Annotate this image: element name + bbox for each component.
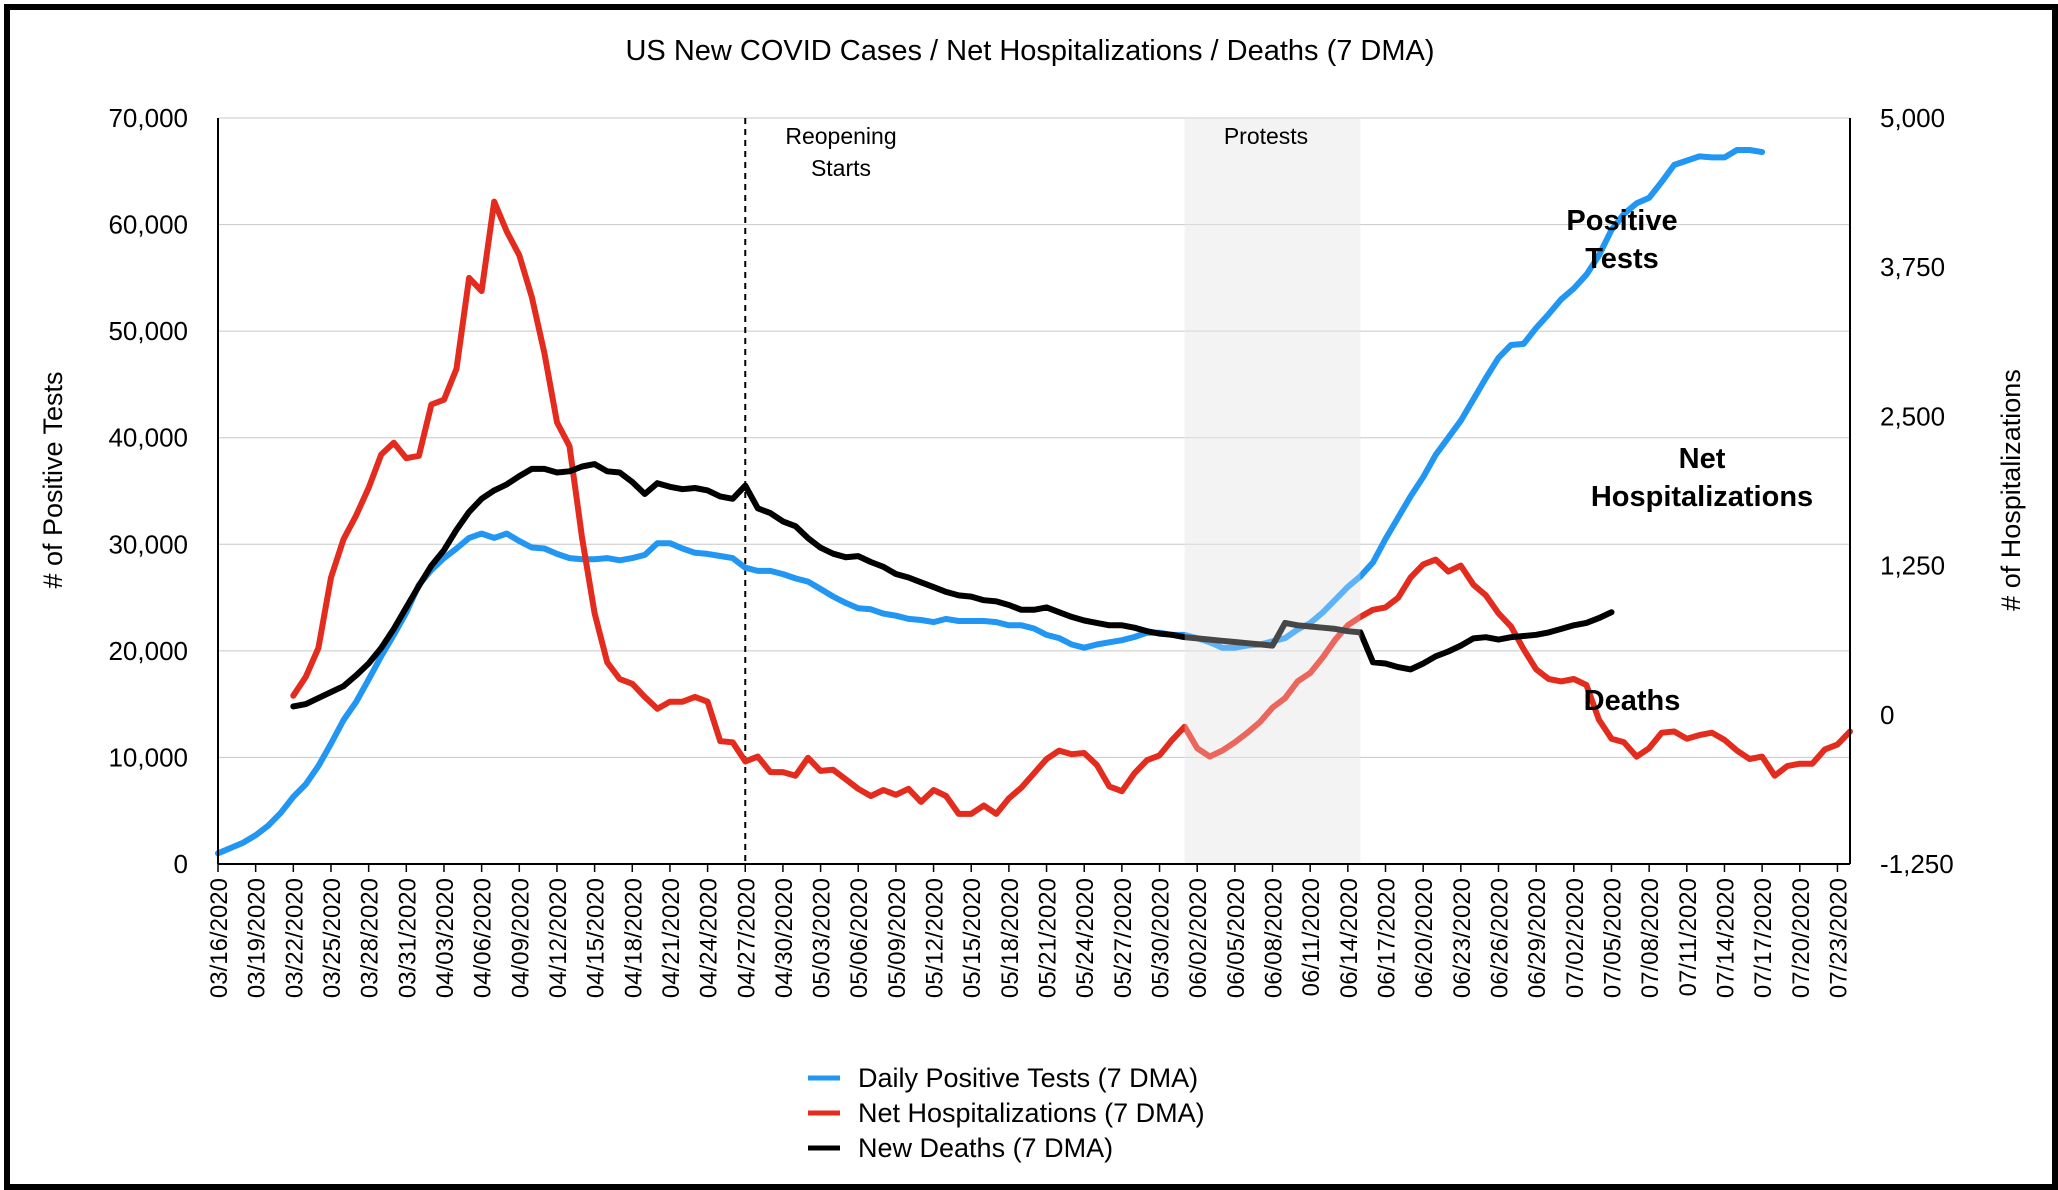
chart-title: US New COVID Cases / Net Hospitalization… (625, 35, 1434, 67)
x-tick-label: 04/30/2020 (771, 878, 798, 998)
x-tick-label: 06/20/2020 (1411, 878, 1438, 998)
series-lines (215, 118, 1853, 864)
x-tick-label: 06/17/2020 (1374, 878, 1401, 998)
x-tick-label: 05/03/2020 (809, 878, 836, 998)
reopening-label-line1: Reopening (785, 123, 896, 149)
right-tick-label: 1,250 (1880, 551, 1945, 581)
legend-label-hosp: Net Hospitalizations (7 DMA) (858, 1098, 1205, 1128)
x-tick-label: 04/15/2020 (583, 878, 610, 998)
x-tick-label: 05/18/2020 (997, 878, 1024, 998)
series-line-0 (215, 147, 1766, 857)
right-axis-label: # of Hospitalizations (1996, 369, 2026, 611)
x-tick-label: 03/31/2020 (394, 878, 421, 998)
right-tick-label: 0 (1880, 700, 1894, 730)
right-tick-label: 3,750 (1880, 252, 1945, 282)
x-tick-label: 05/15/2020 (959, 878, 986, 998)
x-tick-label: 03/16/2020 (206, 878, 233, 998)
net-hosp-label-line2: Hospitalizations (1591, 481, 1813, 513)
reopening-label-line2: Starts (811, 155, 871, 181)
x-tick-label: 06/05/2020 (1223, 878, 1250, 998)
left-tick-label: 60,000 (108, 210, 188, 240)
x-tick-label: 07/08/2020 (1637, 878, 1664, 998)
x-tick-label: 07/05/2020 (1599, 878, 1626, 998)
left-tick-label: 20,000 (108, 636, 188, 666)
right-tick-label: -1,250 (1880, 849, 1954, 879)
x-tick-label: 05/27/2020 (1110, 878, 1137, 998)
legend: Daily Positive Tests (7 DMA) Net Hospita… (808, 1063, 1205, 1163)
right-tick-label: 5,000 (1880, 103, 1945, 133)
x-tick-label: 04/09/2020 (507, 878, 534, 998)
x-tick-label: 07/02/2020 (1562, 878, 1589, 998)
left-tick-label: 30,000 (108, 529, 188, 559)
axes (217, 118, 1851, 865)
x-tick-label: 04/06/2020 (470, 878, 497, 998)
x-tick-label: 06/08/2020 (1261, 878, 1288, 998)
left-tick-label: 50,000 (108, 316, 188, 346)
x-tick-label: 06/14/2020 (1336, 878, 1363, 998)
x-tick-label: 06/26/2020 (1486, 878, 1513, 998)
protests-label: Protests (1224, 123, 1308, 149)
x-tick-label: 07/14/2020 (1712, 878, 1739, 998)
x-tick-label: 03/19/2020 (244, 878, 271, 998)
chart-frame: 0 10,000 20,000 30,000 40,000 50,000 60,000 70,… (4, 4, 2058, 1190)
x-tick-label: 03/28/2020 (357, 878, 384, 998)
left-tick-label: 10,000 (108, 742, 188, 772)
x-tick-label: 06/02/2020 (1185, 878, 1212, 998)
left-tick-label: 70,000 (108, 103, 188, 133)
right-axis-ticks: -1,250 0 1,250 2,500 3,750 5,000 (1880, 103, 1954, 879)
left-axis-ticks: 0 10,000 20,000 30,000 40,000 50,000 60,000 70,… (108, 103, 188, 879)
x-tick-label: 07/23/2020 (1825, 878, 1852, 998)
protests-overlay (1184, 118, 1361, 864)
protests-shaded-band (1184, 118, 1361, 864)
x-tick-label: 05/21/2020 (1035, 878, 1062, 998)
x-tick-label: 07/17/2020 (1750, 878, 1777, 998)
positive-tests-label-line2: Tests (1585, 243, 1659, 275)
x-tick-label: 06/23/2020 (1449, 878, 1476, 998)
x-tick-label: 04/24/2020 (696, 878, 723, 998)
right-tick-label: 2,500 (1880, 401, 1945, 431)
left-axis-label: # of Positive Tests (38, 371, 68, 588)
x-tick-label: 07/11/2020 (1675, 878, 1702, 996)
net-hosp-label-line1: Net (1679, 443, 1726, 475)
deaths-label: Deaths (1584, 685, 1681, 717)
left-tick-label: 40,000 (108, 423, 188, 453)
covid-chart: 0 10,000 20,000 30,000 40,000 50,000 60,000 70,… (38, 35, 2026, 1163)
x-tick-label: 03/25/2020 (319, 878, 346, 998)
legend-label-deaths: New Deaths (7 DMA) (858, 1133, 1113, 1163)
x-tick-label: 05/09/2020 (884, 878, 911, 998)
x-tick-label: 06/11/2020 (1298, 878, 1325, 996)
positive-tests-label-line1: Positive (1566, 205, 1677, 237)
x-tick-label: 04/12/2020 (545, 878, 572, 998)
x-tick-label: 04/21/2020 (658, 878, 685, 998)
x-tick-label: 04/03/2020 (432, 878, 459, 998)
x-tick-label: 05/24/2020 (1072, 878, 1099, 998)
x-tick-label: 03/22/2020 (281, 878, 308, 998)
x-tick-label: 07/20/2020 (1788, 878, 1815, 998)
left-tick-label: 0 (174, 849, 188, 879)
series-line-2 (290, 461, 1615, 710)
x-tick-label: 04/27/2020 (733, 878, 760, 998)
legend-label-positive: Daily Positive Tests (7 DMA) (858, 1063, 1198, 1093)
x-tick-label: 05/06/2020 (846, 878, 873, 998)
series-line-1 (290, 198, 1853, 817)
x-axis-ticks: 03/16/2020 03/19/2020 03/22/2020 03/25/2020… (206, 864, 1852, 998)
x-tick-label: 05/12/2020 (922, 878, 949, 998)
x-tick-label: 04/18/2020 (620, 878, 647, 998)
x-tick-label: 06/29/2020 (1524, 878, 1551, 998)
x-tick-label: 05/30/2020 (1148, 878, 1175, 998)
